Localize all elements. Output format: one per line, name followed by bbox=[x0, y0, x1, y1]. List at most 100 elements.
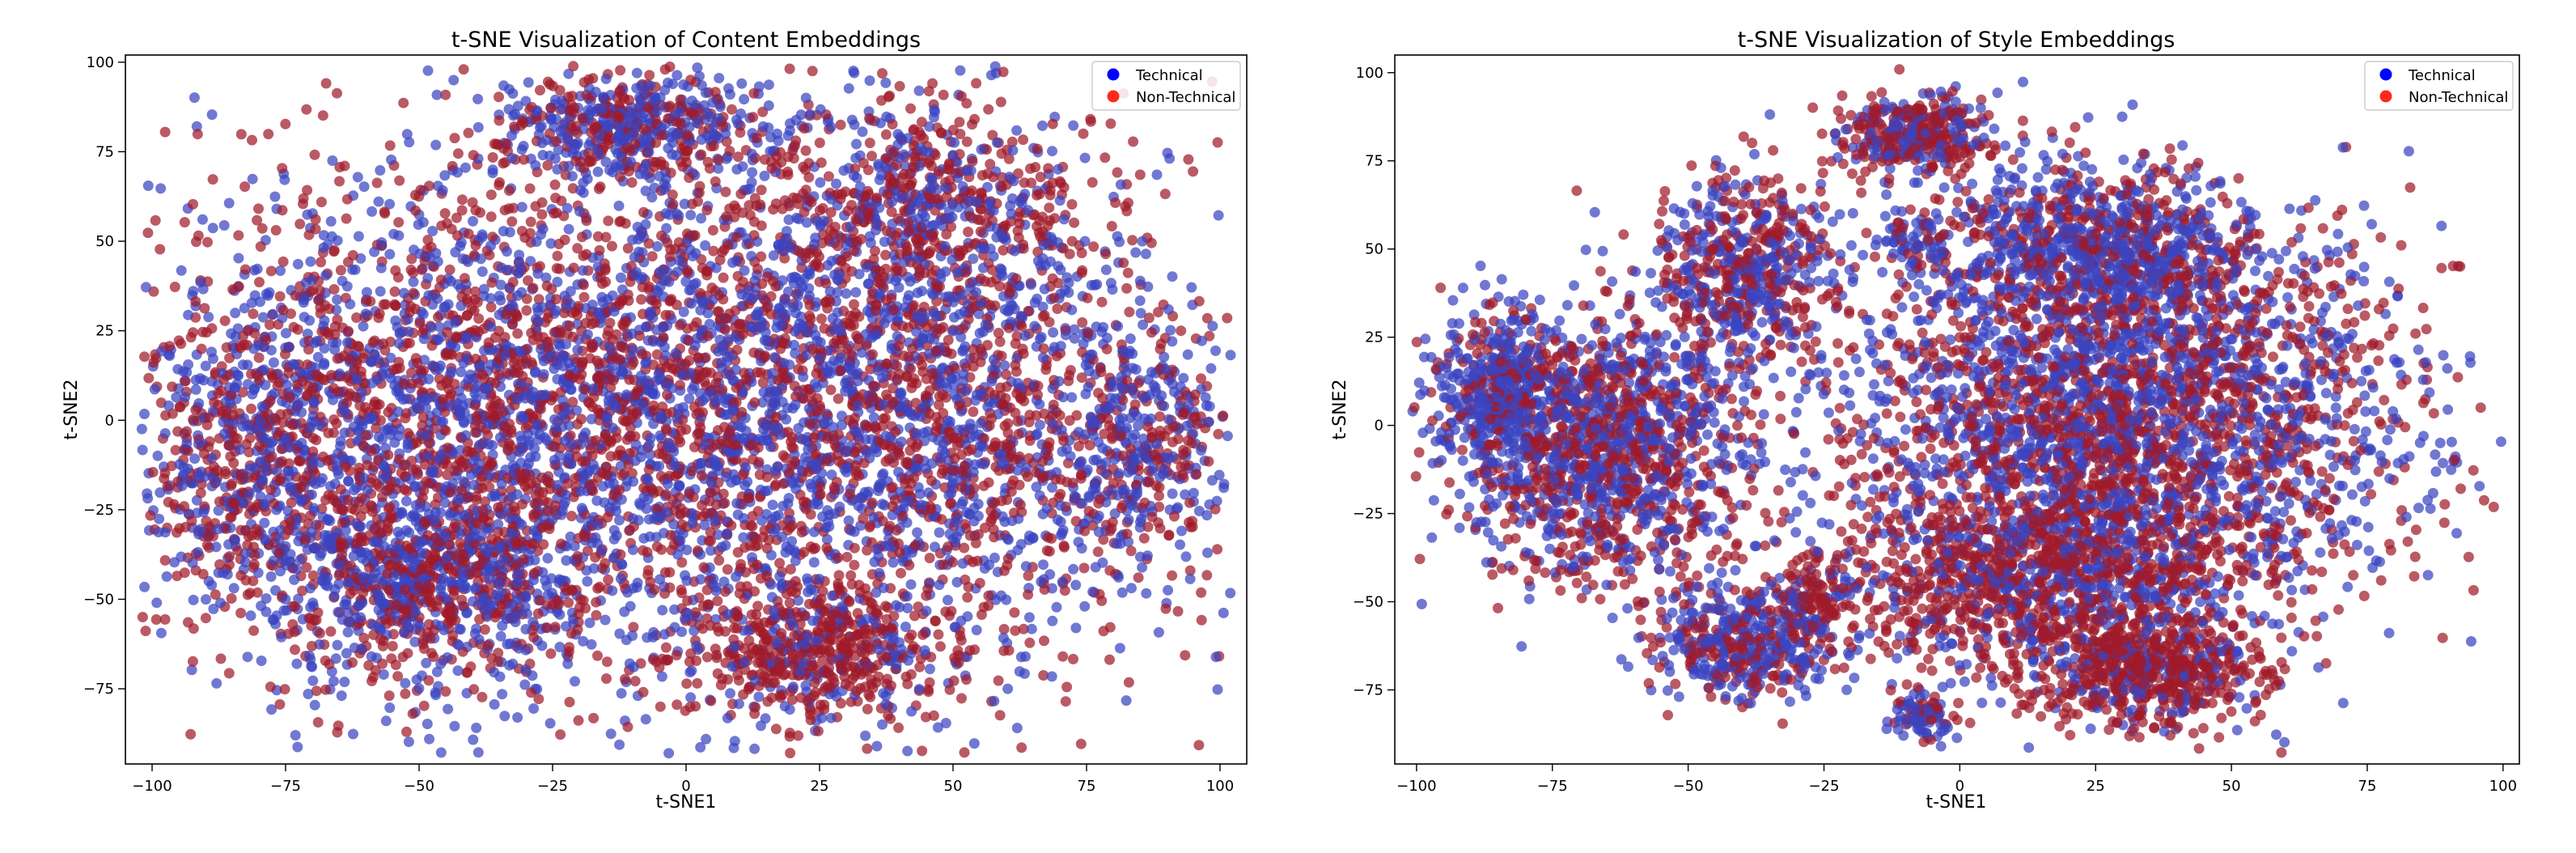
point-technical bbox=[265, 571, 277, 582]
point-non-technical bbox=[785, 748, 796, 758]
point-technical bbox=[353, 231, 364, 242]
point-technical bbox=[851, 138, 862, 150]
point-technical bbox=[141, 282, 151, 293]
point-non-technical bbox=[955, 91, 967, 102]
point-non-technical bbox=[1193, 295, 1205, 307]
point-technical bbox=[801, 217, 812, 228]
point-non-technical bbox=[139, 351, 150, 363]
point-technical bbox=[245, 610, 256, 622]
point-non-technical bbox=[1075, 738, 1087, 749]
point-non-technical bbox=[389, 286, 400, 297]
point-technical bbox=[142, 180, 154, 191]
point-non-technical bbox=[1068, 653, 1078, 664]
point-non-technical bbox=[1077, 317, 1088, 328]
point-non-technical bbox=[1121, 282, 1133, 294]
point-non-technical bbox=[207, 174, 218, 185]
point-non-technical bbox=[756, 251, 767, 262]
point-technical bbox=[469, 628, 481, 639]
point-non-technical bbox=[964, 210, 976, 222]
point-non-technical bbox=[1203, 456, 1214, 467]
point-non-technical bbox=[710, 176, 721, 187]
point-technical bbox=[275, 265, 286, 276]
point-technical bbox=[485, 293, 496, 303]
point-non-technical bbox=[798, 161, 809, 172]
point-non-technical bbox=[692, 677, 703, 689]
point-non-technical bbox=[803, 172, 815, 183]
point-technical bbox=[427, 226, 439, 236]
point-technical bbox=[767, 499, 778, 511]
point-non-technical bbox=[549, 179, 561, 190]
point-technical bbox=[753, 691, 765, 702]
point-technical bbox=[731, 571, 742, 583]
point-non-technical bbox=[651, 349, 663, 360]
point-non-technical bbox=[956, 693, 967, 704]
point-technical bbox=[361, 286, 372, 298]
point-technical bbox=[561, 202, 573, 214]
point-technical bbox=[1165, 325, 1176, 336]
point-non-technical bbox=[653, 486, 664, 497]
point-non-technical bbox=[928, 710, 939, 721]
point-technical bbox=[1051, 601, 1062, 613]
point-non-technical bbox=[1213, 428, 1224, 439]
point-technical bbox=[1188, 487, 1199, 499]
point-non-technical bbox=[676, 557, 688, 568]
point-non-technical bbox=[1196, 614, 1207, 626]
point-non-technical bbox=[255, 241, 266, 253]
point-technical bbox=[342, 626, 354, 638]
point-technical bbox=[339, 677, 350, 688]
point-technical bbox=[998, 632, 1009, 643]
point-non-technical bbox=[1127, 235, 1138, 246]
point-non-technical bbox=[301, 104, 312, 115]
point-technical bbox=[934, 579, 945, 591]
point-technical bbox=[1107, 284, 1118, 295]
point-non-technical bbox=[1044, 316, 1055, 328]
point-technical bbox=[562, 658, 574, 669]
point-non-technical bbox=[880, 456, 892, 467]
point-technical bbox=[804, 108, 816, 120]
point-technical bbox=[1180, 489, 1191, 500]
point-technical bbox=[1123, 514, 1134, 525]
point-non-technical bbox=[1133, 572, 1144, 584]
point-technical bbox=[868, 412, 879, 423]
point-technical bbox=[309, 699, 320, 711]
point-non-technical bbox=[894, 81, 905, 91]
point-technical bbox=[574, 206, 585, 217]
point-non-technical bbox=[383, 690, 395, 702]
point-technical bbox=[1009, 245, 1020, 257]
point-non-technical bbox=[893, 722, 904, 733]
point-non-technical bbox=[1047, 273, 1058, 284]
point-technical bbox=[685, 210, 697, 221]
point-non-technical bbox=[1059, 585, 1070, 596]
point-technical bbox=[552, 276, 563, 287]
point-technical bbox=[695, 574, 706, 585]
point-non-technical bbox=[335, 265, 346, 276]
point-non-technical bbox=[934, 641, 946, 652]
point-technical bbox=[228, 583, 239, 594]
point-technical bbox=[718, 576, 730, 588]
point-non-technical bbox=[400, 688, 411, 699]
point-technical bbox=[213, 505, 224, 516]
point-non-technical bbox=[517, 371, 528, 382]
point-non-technical bbox=[556, 538, 567, 550]
point-technical bbox=[685, 692, 697, 703]
point-non-technical bbox=[393, 217, 405, 228]
point-non-technical bbox=[1138, 533, 1150, 544]
point-non-technical bbox=[998, 244, 1009, 256]
point-technical bbox=[763, 79, 774, 91]
point-technical bbox=[902, 745, 913, 757]
point-technical bbox=[864, 75, 875, 87]
point-technical bbox=[366, 206, 378, 217]
point-non-technical bbox=[169, 282, 180, 292]
point-technical bbox=[699, 520, 710, 531]
point-technical bbox=[554, 642, 566, 652]
point-technical bbox=[1213, 210, 1224, 221]
point-non-technical bbox=[564, 642, 574, 653]
point-technical bbox=[592, 166, 604, 177]
point-technical bbox=[803, 282, 815, 294]
point-technical bbox=[1011, 723, 1023, 733]
point-non-technical bbox=[1143, 312, 1155, 324]
point-technical bbox=[1212, 684, 1223, 695]
point-technical bbox=[1182, 349, 1193, 360]
point-non-technical bbox=[485, 211, 497, 223]
point-non-technical bbox=[248, 308, 259, 320]
